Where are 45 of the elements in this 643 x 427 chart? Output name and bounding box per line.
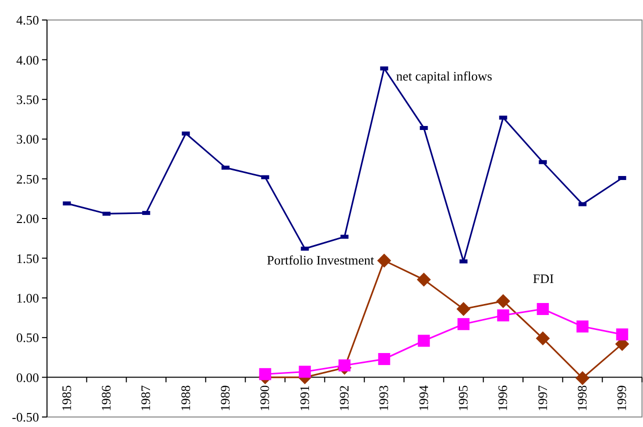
y-tick-label: 1.00 <box>16 290 39 306</box>
x-tick-label: 1998 <box>574 385 590 412</box>
x-tick-label: 1992 <box>336 385 352 412</box>
y-tick-label: 2.00 <box>16 211 39 226</box>
x-tick-label: 1985 <box>58 385 74 412</box>
point <box>536 331 550 346</box>
y-tick-label: 0.50 <box>16 330 39 346</box>
x-tick-label: 1987 <box>138 384 154 412</box>
x-tick-label: 1997 <box>534 384 550 412</box>
x-tick-label: 1994 <box>416 384 431 412</box>
point <box>497 309 510 322</box>
x-tick-label: 1993 <box>376 385 392 412</box>
series-label: FDI <box>532 271 554 286</box>
y-tick-label: 0.00 <box>16 370 39 385</box>
point <box>576 371 590 386</box>
point <box>536 303 549 316</box>
point <box>418 334 430 347</box>
x-tick-label: 1991 <box>296 385 312 412</box>
y-tick-label: 4.50 <box>16 12 39 28</box>
point <box>298 366 311 378</box>
y-tick-label: -0.50 <box>12 410 39 425</box>
y-tick-label: 3.00 <box>16 132 39 147</box>
point <box>338 359 350 372</box>
x-tick-label: 1995 <box>456 385 470 412</box>
x-tick-label: 1996 <box>495 384 510 412</box>
point <box>259 368 272 380</box>
point <box>456 302 470 316</box>
y-tick-label: 2.50 <box>16 171 39 186</box>
point <box>377 254 392 268</box>
y-tick-label: 4.00 <box>16 52 39 68</box>
x-tick-label: 1986 <box>98 384 114 412</box>
x-tick-label: 1990 <box>257 385 272 412</box>
series-label: net capital inflows <box>396 68 492 84</box>
point <box>378 353 390 366</box>
point <box>576 320 588 332</box>
y-tick-label: 3.50 <box>16 92 39 107</box>
x-tick-label: 1988 <box>178 385 193 412</box>
point <box>616 328 628 340</box>
point <box>416 272 431 287</box>
series-label: Portfolio Investment <box>266 252 375 268</box>
point <box>496 294 510 308</box>
x-tick-label: 1999 <box>614 385 630 412</box>
x-tick-label: 1989 <box>218 385 232 412</box>
point <box>458 318 470 330</box>
y-tick-label: 1.50 <box>16 250 39 266</box>
